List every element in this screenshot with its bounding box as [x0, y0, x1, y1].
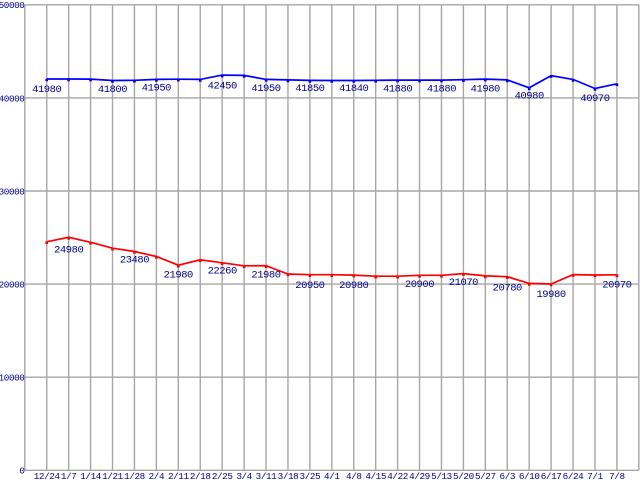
svg-text:12/24: 12/24: [34, 471, 61, 480]
svg-text:4/1: 4/1: [324, 471, 340, 480]
svg-text:6/10: 6/10: [519, 471, 540, 480]
svg-text:5/27: 5/27: [475, 471, 496, 480]
svg-text:20950: 20950: [295, 280, 324, 292]
svg-text:4/8: 4/8: [346, 471, 362, 480]
svg-text:2/11: 2/11: [168, 471, 190, 480]
svg-text:41850: 41850: [295, 83, 324, 95]
svg-text:1/14: 1/14: [80, 471, 102, 480]
svg-text:19980: 19980: [536, 289, 565, 301]
svg-text:40980: 40980: [515, 90, 544, 102]
svg-text:41880: 41880: [427, 83, 456, 95]
svg-text:41980: 41980: [32, 84, 61, 96]
svg-text:41880: 41880: [383, 83, 412, 95]
svg-text:42450: 42450: [208, 81, 237, 93]
svg-text:20000: 20000: [0, 280, 25, 291]
svg-text:4/15: 4/15: [365, 471, 386, 480]
svg-text:20970: 20970: [602, 279, 631, 291]
svg-text:0: 0: [19, 466, 24, 477]
svg-text:21070: 21070: [449, 277, 478, 289]
svg-text:2/18: 2/18: [190, 471, 211, 480]
svg-text:10000: 10000: [0, 373, 25, 384]
svg-text:20980: 20980: [339, 280, 368, 292]
svg-text:7/1: 7/1: [587, 471, 603, 480]
svg-text:6/24: 6/24: [563, 471, 585, 480]
svg-text:30000: 30000: [0, 186, 25, 197]
svg-text:20900: 20900: [405, 279, 434, 291]
svg-text:4/29: 4/29: [409, 471, 430, 480]
svg-text:6/17: 6/17: [541, 471, 562, 480]
svg-text:1/7: 1/7: [61, 471, 77, 480]
svg-text:22260: 22260: [208, 266, 237, 278]
svg-text:50000: 50000: [0, 0, 25, 11]
svg-text:6/3: 6/3: [500, 471, 516, 480]
svg-text:40000: 40000: [0, 93, 25, 104]
svg-text:24980: 24980: [54, 245, 83, 257]
svg-text:40970: 40970: [580, 93, 609, 105]
svg-text:41800: 41800: [98, 84, 127, 96]
svg-text:3/18: 3/18: [278, 471, 299, 480]
svg-text:2/4: 2/4: [149, 471, 165, 480]
svg-text:41950: 41950: [251, 83, 280, 95]
svg-text:2/25: 2/25: [212, 471, 233, 480]
svg-text:21980: 21980: [251, 269, 280, 281]
svg-text:21980: 21980: [164, 269, 193, 281]
svg-text:3/25: 3/25: [300, 471, 321, 480]
svg-text:1/28: 1/28: [124, 471, 145, 480]
svg-text:3/4: 3/4: [236, 471, 252, 480]
svg-text:1/21: 1/21: [102, 471, 124, 480]
svg-text:4/22: 4/22: [387, 471, 408, 480]
svg-text:20780: 20780: [493, 283, 522, 295]
svg-text:7/8: 7/8: [609, 471, 625, 480]
svg-text:41840: 41840: [339, 83, 368, 95]
svg-text:5/13: 5/13: [431, 471, 452, 480]
svg-text:41950: 41950: [142, 83, 171, 95]
svg-text:23480: 23480: [120, 254, 149, 266]
svg-text:41980: 41980: [471, 83, 500, 95]
svg-text:3/11: 3/11: [256, 471, 278, 480]
svg-text:5/20: 5/20: [453, 471, 474, 480]
